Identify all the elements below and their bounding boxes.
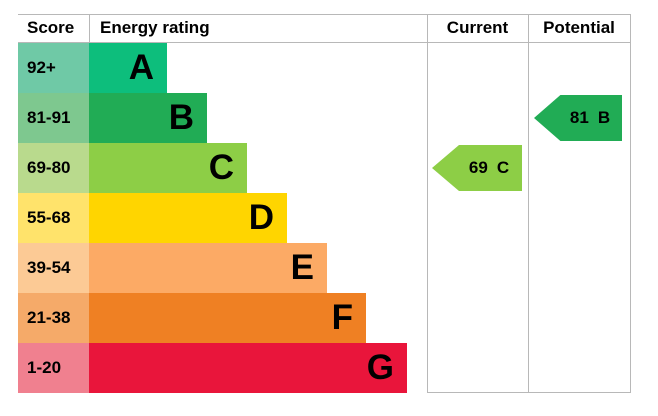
band-bar-c: C [89, 143, 247, 193]
score-range-b: 81-91 [18, 93, 89, 143]
header-energy-rating: Energy rating [100, 18, 210, 37]
band-bar-b: B [89, 93, 207, 143]
band-row-b: 81-91 B [18, 93, 658, 143]
potential-column-divider [528, 14, 529, 393]
band-row-e: 39-54 E [18, 243, 658, 293]
band-row-a: 92+ A [18, 43, 658, 93]
header-potential: Potential [543, 18, 615, 37]
potential-rating-arrow: 81 B [534, 95, 622, 141]
band-bar-a: A [89, 43, 167, 93]
band-bar-e: E [89, 243, 327, 293]
score-range-c: 69-80 [18, 143, 89, 193]
band-row-g: 1-20 G [18, 343, 658, 393]
current-score-value: 69 [468, 158, 488, 177]
band-row-f: 21-38 F [18, 293, 658, 343]
score-range-f: 21-38 [18, 293, 89, 343]
score-range-d: 55-68 [18, 193, 89, 243]
score-column-divider [89, 14, 90, 42]
table-top-border [18, 14, 630, 15]
table-right-border [630, 14, 631, 393]
band-row-d: 55-68 D [18, 193, 658, 243]
header-current: Current [446, 18, 509, 37]
score-range-g: 1-20 [18, 343, 89, 393]
potential-score-value: 81 [569, 108, 589, 127]
band-row-c: 69-80 C [18, 143, 658, 193]
potential-rating-letter: B [597, 108, 611, 127]
current-column-divider [427, 14, 428, 393]
score-range-e: 39-54 [18, 243, 89, 293]
header-bottom-border [18, 42, 630, 43]
band-bar-f: F [89, 293, 366, 343]
current-rating-letter: C [496, 158, 510, 177]
band-bar-d: D [89, 193, 287, 243]
header-score: Score [27, 18, 75, 37]
band-bar-g: G [89, 343, 407, 393]
score-range-a: 92+ [18, 43, 89, 93]
